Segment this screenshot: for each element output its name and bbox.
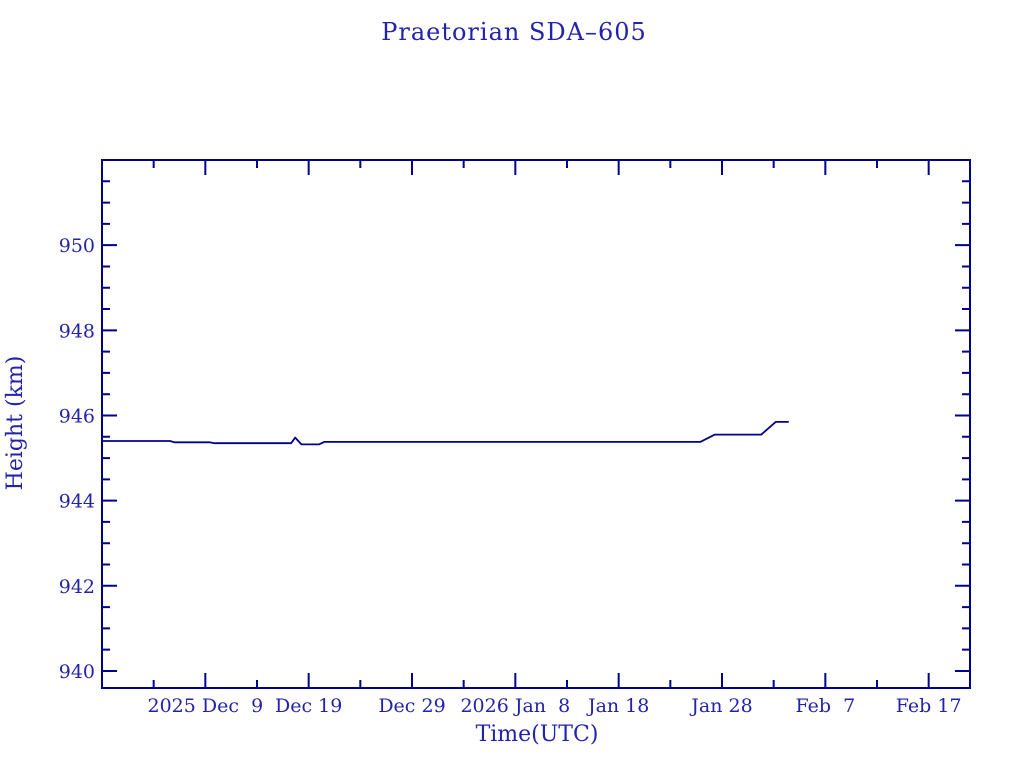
x-tick-label: Jan 28 [689,695,752,717]
y-tick-label: 946 [59,405,95,427]
y-tick-marks [102,180,970,672]
x-tick-label: 2026 Jan 8 [460,695,570,717]
x-tick-label: Dec 19 [275,695,342,717]
y-tick-label: 944 [59,491,95,513]
height-data-line [101,421,789,446]
y-tick-label: 948 [59,320,95,342]
y-tick-label: 950 [59,235,95,257]
x-tick-label: Dec 29 [378,695,445,717]
x-tick-label: Feb 17 [896,695,962,717]
y-tick-label: 940 [59,661,95,683]
x-tick-label: Jan 18 [586,695,649,717]
x-axis-ticks [152,160,930,688]
y-tick-label: 942 [59,576,95,598]
x-tick-marks [152,160,930,688]
y-axis-title: Height (km) [3,356,28,491]
y-axis-ticks [102,180,970,672]
y-axis-tick-labels: 940 942 944 946 948 950 [59,235,95,683]
chart-title: Praetorian SDA–605 [381,18,647,46]
x-axis-title: Time(UTC) [476,722,599,747]
plot-frame [101,159,971,689]
x-tick-label: Feb 7 [795,695,855,717]
x-axis-tick-labels: 2025 Dec 9 Dec 19 Dec 29 2026 Jan 8 Jan 18 Ja… [147,695,961,717]
x-tick-label: 2025 Dec 9 [147,695,263,717]
